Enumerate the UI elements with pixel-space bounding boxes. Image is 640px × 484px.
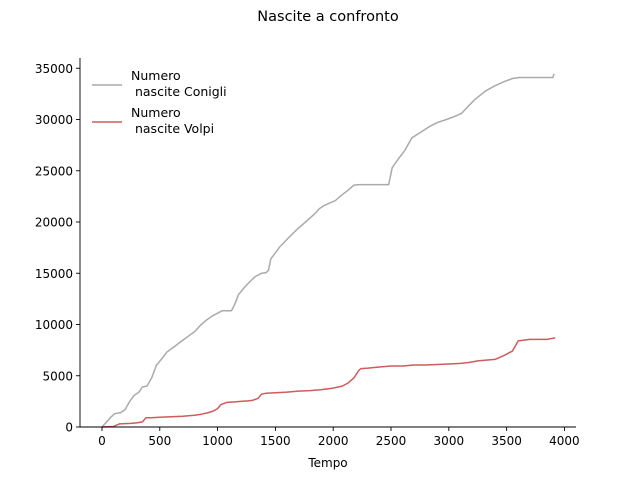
x-tick-label: 2000 [318,434,349,448]
x-axis-label: Tempo [307,456,347,470]
x-tick-label: 3000 [434,434,465,448]
legend-label-conigli: Numero nascite Conigli [131,68,227,99]
plot-area [101,73,556,428]
x-tick-label: 500 [148,434,171,448]
legend: Numero nascite Conigli Numero nascite Vol… [92,68,227,136]
y-tick-label: 30000 [35,113,73,127]
x-tick-label: 4000 [549,434,580,448]
x-tick-label: 1500 [260,434,291,448]
x-tick-label: 0 [98,434,106,448]
y-tick-label: 0 [65,421,73,435]
x-axis: 0 500 1000 1500 2000 2500 3000 3500 4000 [80,426,580,448]
y-tick-label: 35000 [35,62,73,76]
legend-label-volpi: Numero nascite Volpi [131,105,214,136]
y-tick-label: 10000 [35,318,73,332]
series-line-volpi [101,337,556,428]
y-tick-label: 5000 [42,369,73,383]
y-tick-label: 15000 [35,267,73,281]
y-axis: 0 5000 10000 15000 20000 25000 30000 35000 [35,58,81,435]
y-tick-label: 25000 [35,164,73,178]
series-line-conigli [101,73,555,428]
x-tick-label: 3500 [491,434,522,448]
chart-title: Nascite a confronto [257,9,399,25]
x-tick-label: 2500 [376,434,407,448]
y-tick-label: 20000 [35,216,73,230]
x-tick-label: 1000 [202,434,233,448]
